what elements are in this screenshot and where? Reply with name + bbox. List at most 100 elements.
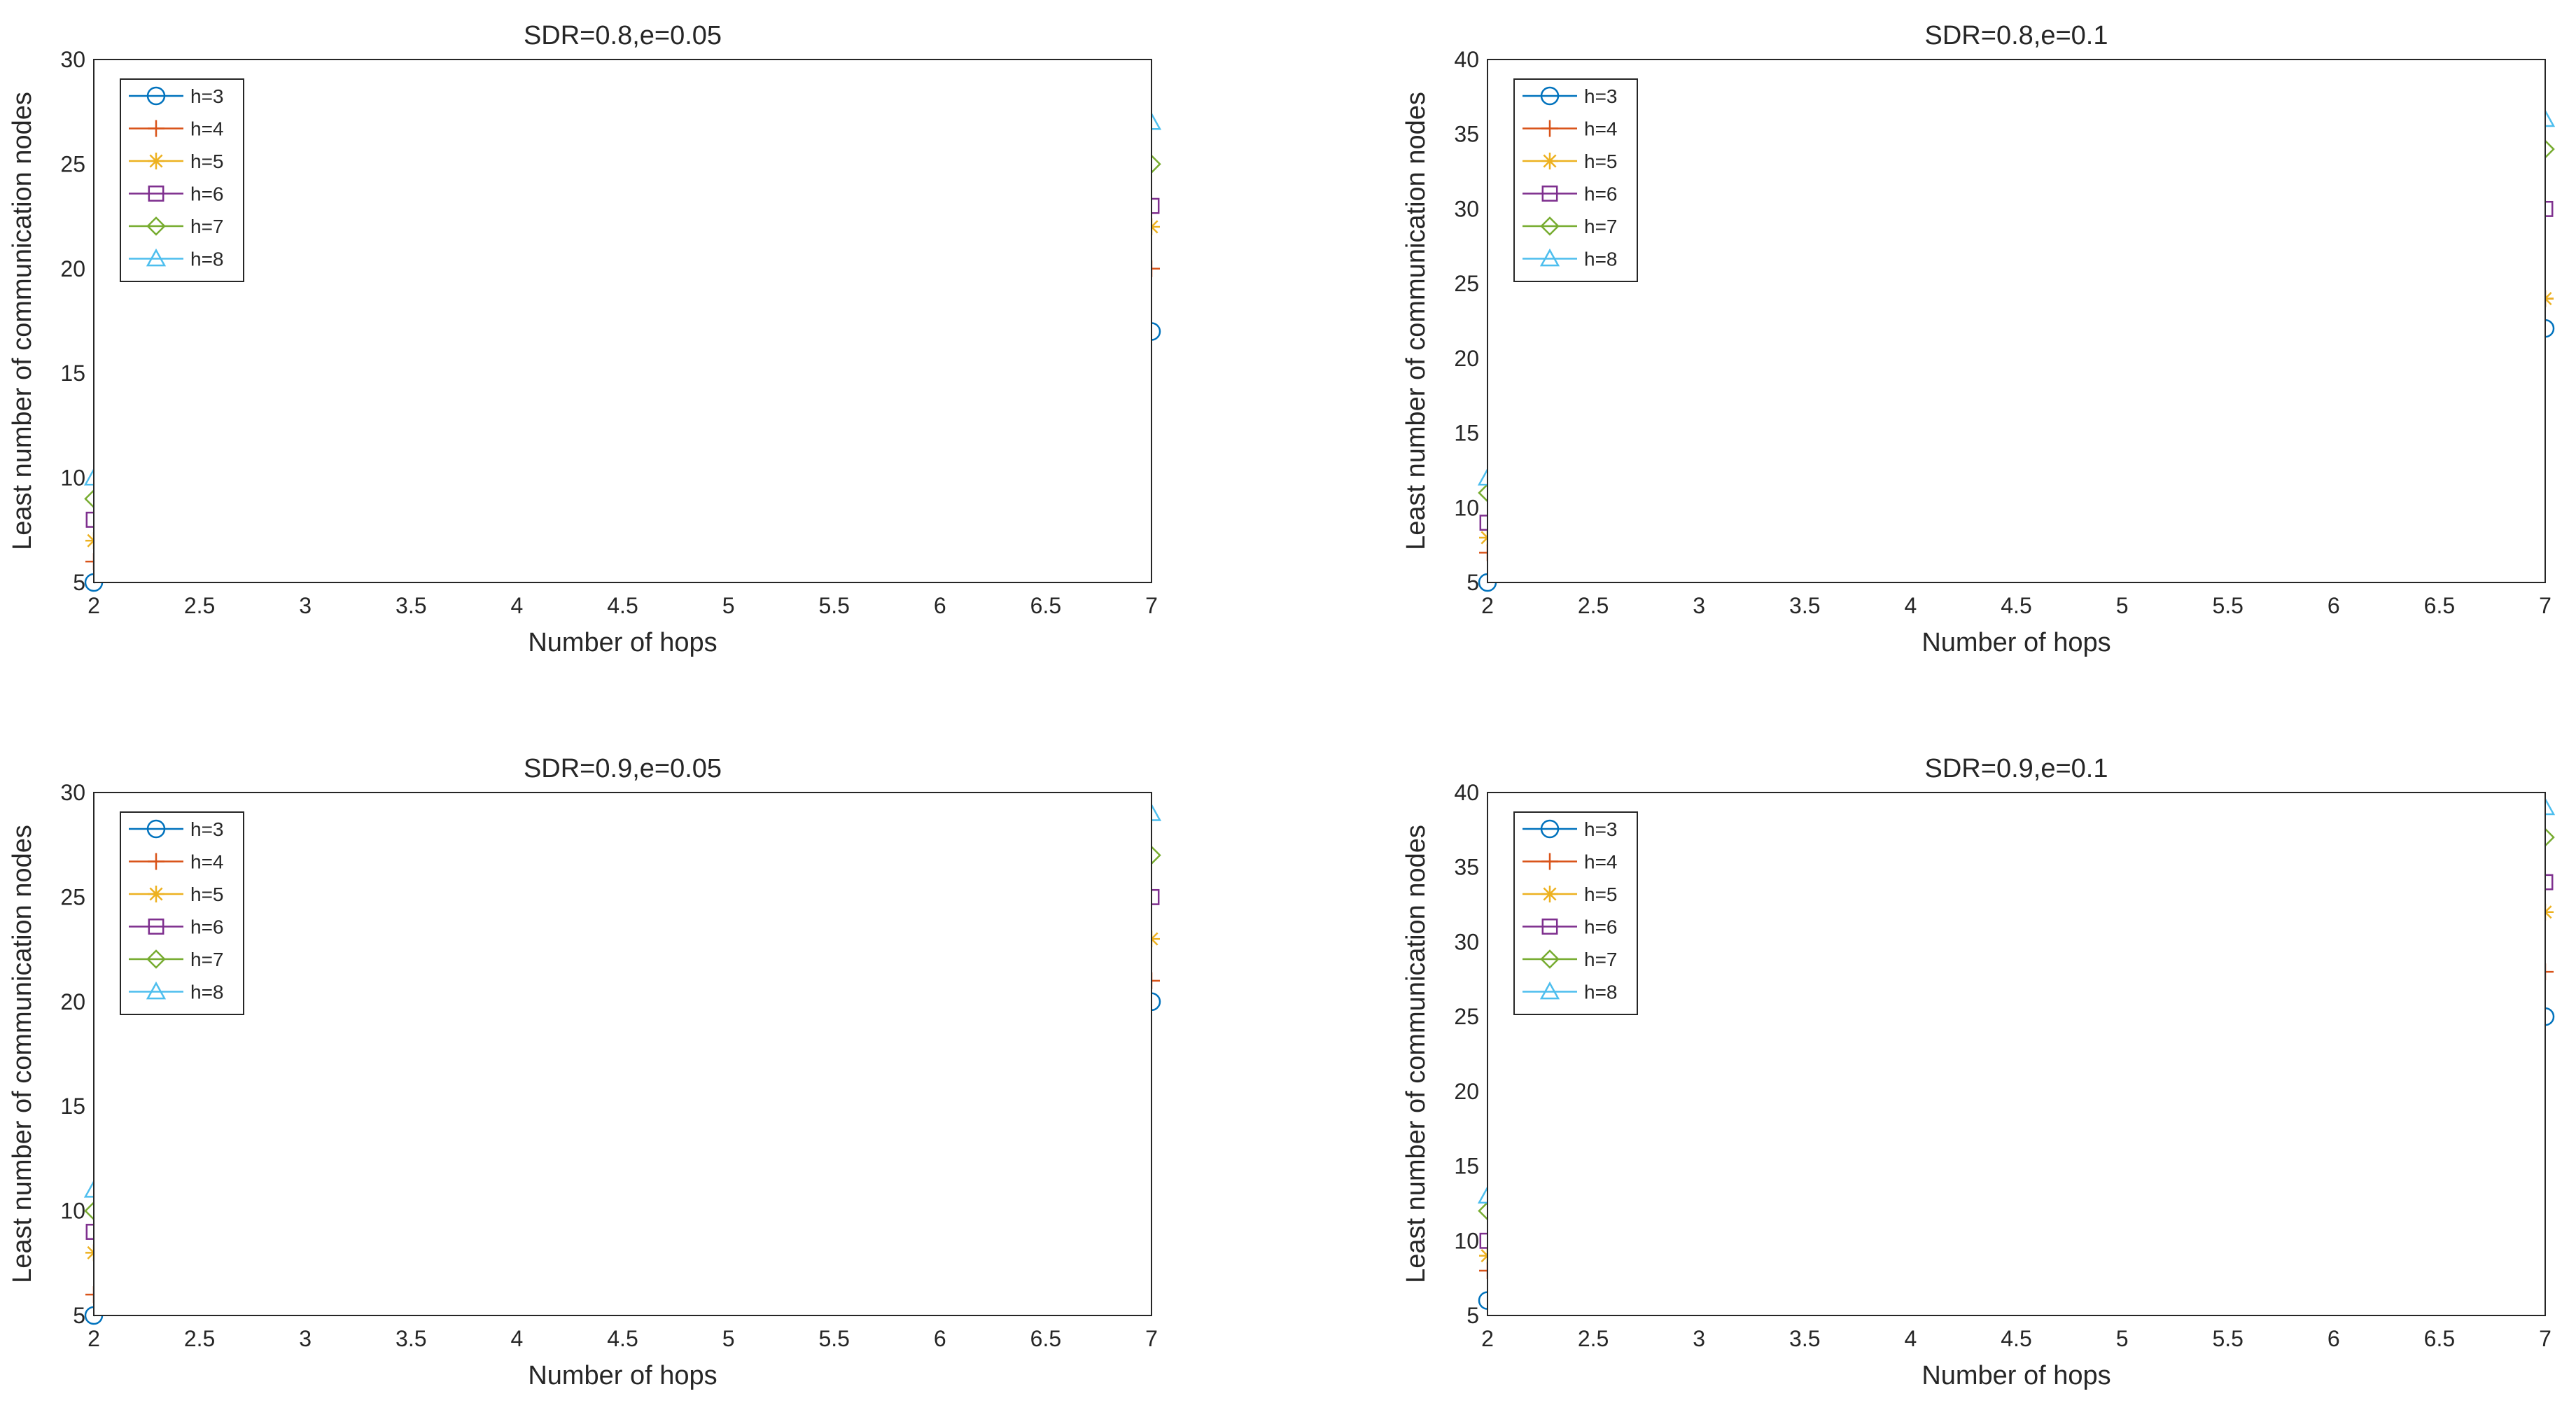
legend: h=3 h=4 h=5 h=6 h=7 h=8 — [120, 811, 244, 1015]
legend-marker — [1541, 886, 1558, 902]
legend-item: h=6 — [1522, 183, 1618, 205]
x-tick-label: 4 — [1905, 1326, 1917, 1351]
x-axis-label: Number of hops — [1921, 1361, 2110, 1390]
y-axis-label: Least number of communication nodes — [8, 92, 37, 550]
legend-item: h=7 — [129, 216, 224, 237]
x-tick-label: 6.5 — [1030, 1326, 1061, 1351]
legend-marker — [148, 853, 164, 870]
legend-box — [120, 811, 244, 1015]
x-tick-label: 2 — [1481, 593, 1494, 618]
x-tick-label: 5 — [722, 593, 735, 618]
legend-label: h=7 — [1584, 216, 1618, 237]
y-tick-label: 25 — [60, 151, 85, 176]
x-tick-label: 4 — [511, 593, 524, 618]
legend-label: h=5 — [190, 884, 224, 905]
legend-marker — [146, 86, 166, 106]
x-tick-label: 7 — [2539, 1326, 2552, 1351]
legend-marker — [1539, 981, 1560, 1000]
legend-item: h=5 — [129, 151, 224, 172]
legend-marker — [1539, 248, 1560, 267]
subplot-bottom-right: SDR=0.9,e=0.1 Number of hops Least numbe… — [1401, 754, 2556, 1390]
legend-label: h=5 — [1584, 151, 1618, 172]
legend-label: h=7 — [1584, 949, 1618, 970]
legend-item: h=3 — [1522, 85, 1618, 107]
x-tick-label: 3 — [1693, 593, 1705, 618]
axes-box — [93, 59, 1152, 583]
y-tick-label: 35 — [1454, 855, 1479, 880]
legend-item: h=6 — [1522, 916, 1618, 938]
legend-item: h=3 — [129, 818, 224, 840]
legend-marker — [1541, 120, 1558, 137]
legend-item: h=3 — [129, 85, 224, 107]
x-tick-label: 3.5 — [1789, 1326, 1820, 1351]
legend-marker — [1541, 853, 1558, 870]
y-tick-label: 10 — [1454, 495, 1479, 520]
x-tick-label: 3 — [299, 593, 312, 618]
x-tick-label: 5.5 — [818, 1326, 849, 1351]
x-tick-label: 2 — [1481, 1326, 1494, 1351]
legend-label: h=4 — [190, 118, 224, 140]
subplot-top-right: SDR=0.8,e=0.1 Number of hops Least numbe… — [1401, 21, 2556, 657]
x-tick-label: 7 — [2539, 593, 2552, 618]
legend-box — [120, 78, 244, 282]
x-tick-label: 2 — [88, 1326, 100, 1351]
x-tick-label: 2.5 — [184, 1326, 215, 1351]
x-tick-label: 7 — [1145, 1326, 1158, 1351]
y-tick-label: 15 — [60, 361, 85, 386]
y-tick-label: 5 — [1466, 1303, 1479, 1328]
y-tick-label: 5 — [1466, 570, 1479, 595]
x-tick-label: 2 — [88, 593, 100, 618]
legend-label: h=4 — [190, 851, 224, 873]
legend-marker — [1541, 919, 1558, 935]
legend-item: h=8 — [129, 249, 224, 270]
x-tick-label: 5.5 — [2212, 593, 2243, 618]
y-tick-label: 20 — [1454, 1079, 1479, 1104]
y-tick-label: 10 — [60, 466, 85, 491]
y-tick-label: 35 — [1454, 122, 1479, 147]
y-tick-label: 10 — [60, 1199, 85, 1224]
legend-item: h=3 — [1522, 818, 1618, 840]
y-axis-label: Least number of communication nodes — [8, 825, 37, 1283]
legend-label: h=3 — [1584, 85, 1618, 107]
x-tick-label: 5 — [2116, 1326, 2129, 1351]
legend: h=3 h=4 h=5 h=6 h=7 h=8 — [120, 78, 244, 282]
x-tick-label: 3 — [299, 1326, 312, 1351]
x-tick-label: 2.5 — [1578, 1326, 1609, 1351]
x-axis-label: Number of hops — [1921, 628, 2110, 657]
subplot-top-left: SDR=0.8,e=0.05 Number of hops Least numb… — [8, 21, 1162, 657]
legend-marker — [148, 120, 164, 137]
legend-box — [1513, 78, 1638, 282]
legend-label: h=6 — [1584, 916, 1618, 938]
y-tick-label: 20 — [1454, 346, 1479, 371]
x-axis-label: Number of hops — [528, 628, 717, 657]
legend-marker — [148, 153, 164, 169]
y-tick-label: 20 — [60, 989, 85, 1014]
x-tick-label: 7 — [1145, 593, 1158, 618]
legend-item: h=5 — [129, 884, 224, 905]
legend-marker — [1540, 216, 1560, 236]
x-tick-label: 6.5 — [2424, 593, 2455, 618]
legend-item: h=7 — [1522, 216, 1618, 237]
y-tick-label: 30 — [60, 780, 85, 805]
x-tick-label: 5 — [2116, 593, 2129, 618]
y-tick-label: 30 — [1454, 196, 1479, 221]
legend: h=3 h=4 h=5 h=6 h=7 h=8 — [1513, 811, 1638, 1015]
legend-marker — [1541, 153, 1558, 169]
legend-label: h=3 — [190, 85, 224, 107]
y-tick-label: 25 — [60, 884, 85, 909]
x-tick-label: 2.5 — [184, 593, 215, 618]
legend-label: h=7 — [190, 949, 224, 970]
y-tick-label: 40 — [1454, 780, 1479, 805]
y-tick-label: 5 — [73, 1303, 85, 1328]
legend-item: h=7 — [129, 949, 224, 970]
legend-marker — [1541, 186, 1558, 202]
subplot-bottom-left: SDR=0.9,e=0.05 Number of hops Least numb… — [8, 754, 1162, 1390]
legend-label: h=6 — [1584, 183, 1618, 205]
x-tick-label: 6.5 — [1030, 593, 1061, 618]
legend-marker — [148, 186, 164, 202]
x-tick-label: 4.5 — [2001, 593, 2031, 618]
y-tick-label: 15 — [1454, 1154, 1479, 1179]
axes-box — [1487, 792, 2546, 1316]
y-axis-label: Least number of communication nodes — [1401, 825, 1431, 1283]
